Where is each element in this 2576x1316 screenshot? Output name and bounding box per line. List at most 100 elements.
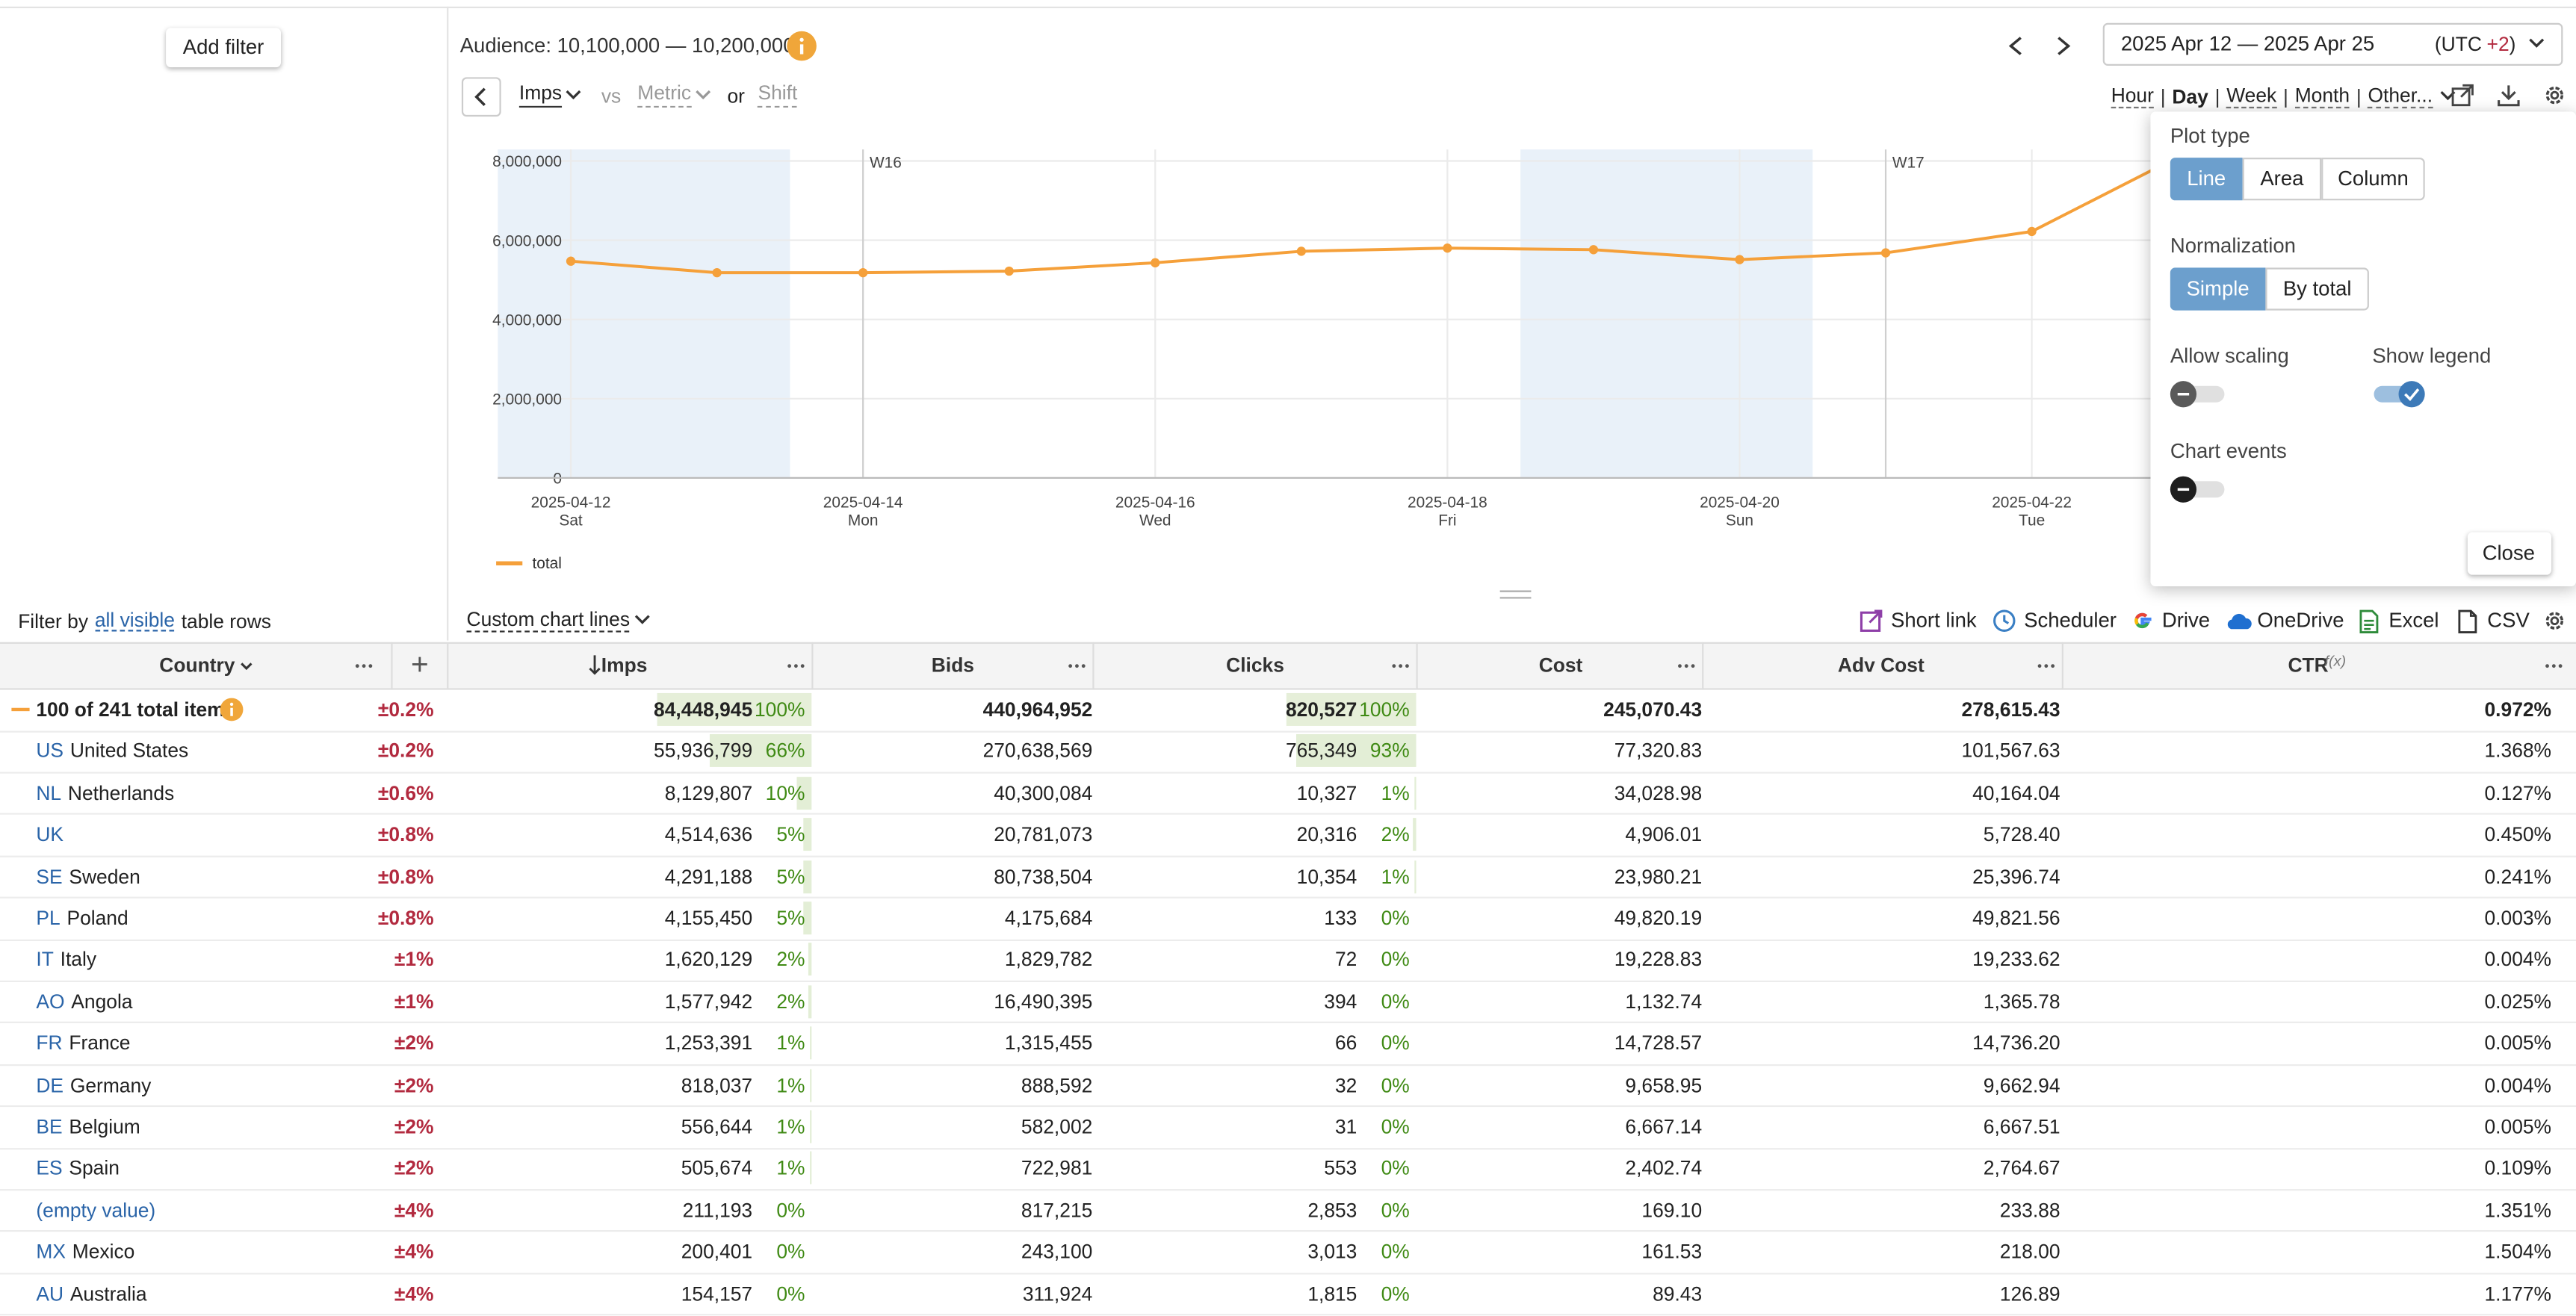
segment-button[interactable]: Simple [2170,267,2266,311]
column-header[interactable]: Adv Cost [1837,654,1925,677]
toolbar-action[interactable]: OneDrive [2257,609,2344,633]
clicks-share: 0% [1381,1156,1410,1180]
column-menu[interactable] [1677,663,1695,668]
toolbar-icon[interactable] [2226,609,2252,634]
country-code[interactable]: BE [36,1115,63,1138]
country-code[interactable]: UK [36,823,64,846]
imps-cell: 4,155,450 [664,906,753,930]
country-name[interactable]: (empty value) [36,1198,156,1222]
country-code[interactable]: ES [36,1156,63,1180]
granularity-option[interactable]: Other... [2368,85,2433,109]
row-divider [0,1230,2576,1232]
country-code[interactable]: MX [36,1240,66,1264]
column-menu[interactable] [2037,663,2055,668]
granularity-option[interactable]: Week [2226,85,2277,109]
chart-settings[interactable] [2543,84,2566,107]
toolbar-icon[interactable] [1860,609,1884,634]
granularity-option[interactable]: Day [2172,85,2208,109]
close-button[interactable]: Close [2467,532,2552,575]
column-header[interactable]: Bids [931,654,975,677]
open-external[interactable] [2451,84,2474,107]
column-menu[interactable] [1068,663,1086,668]
bids-cell: 20,781,073 [994,823,1093,846]
prev-period[interactable] [2006,34,2025,58]
country-code[interactable]: DE [36,1073,64,1097]
compare-chevron[interactable] [694,89,710,102]
column-header[interactable]: Country [159,654,235,677]
segment-button[interactable]: Area [2242,158,2322,201]
cost-cell: 89.43 [1653,1282,1703,1306]
cost-cell: 2,402.74 [1625,1156,1703,1180]
clicks-share: 93% [1369,739,1410,763]
toolbar-action[interactable]: Scheduler [2024,609,2117,633]
toolbar-icon[interactable] [2131,609,2155,634]
add-filter-button[interactable] [166,28,282,68]
clicks-cell: 72 [1334,948,1357,972]
toolbar-action[interactable]: Excel [2388,609,2439,633]
share-bar [810,1152,812,1185]
country-code[interactable]: IT [36,948,54,972]
segment-button[interactable]: Line [2170,158,2243,201]
back-button[interactable] [461,77,501,117]
column-header[interactable]: Cost [1538,654,1583,677]
column-menu[interactable] [2545,663,2563,668]
country-code[interactable]: PL [36,906,61,930]
shift-metric[interactable]: Shift [758,83,798,108]
share-bar [803,860,812,893]
segment-button[interactable]: Column [2321,158,2425,201]
primary-chevron[interactable] [565,89,581,102]
toggle[interactable] [2170,381,2226,408]
granularity-option[interactable]: Hour [2111,85,2154,109]
ctr-cell: 0.127% [2484,781,2552,805]
toolbar-action[interactable]: Short link [1891,609,1977,633]
date-chevron[interactable] [2528,38,2545,52]
toolbar-icon[interactable] [1993,609,2017,634]
granularity-option[interactable]: Month [2294,85,2350,109]
column-menu[interactable] [355,663,373,668]
data-point [1151,258,1160,267]
country-code[interactable]: FR [36,1031,63,1055]
ctr-cell: 1.504% [2484,1240,2552,1264]
column-header[interactable]: Imps [601,654,648,677]
error-margin: ±0.8% [377,823,434,846]
custom-lines-link[interactable]: Custom chart lines [466,609,631,633]
share-bar [1295,734,1417,768]
column-menu[interactable] [1392,663,1410,668]
toggle[interactable] [2170,476,2226,503]
resize-handle[interactable] [1499,589,1533,599]
country-code[interactable]: NL [36,781,62,805]
share-bar [810,1110,812,1143]
segment-button[interactable]: By total [2265,267,2369,311]
info-icon [787,31,817,61]
ctr-cell: 1.351% [2484,1198,2552,1222]
row-divider [0,1064,2576,1066]
date-picker[interactable] [2102,22,2563,66]
toolbar-action[interactable]: Drive [2161,609,2211,633]
table-settings[interactable] [2543,609,2566,633]
cost-cell: 1,132.74 [1625,990,1703,1014]
primary-metric[interactable]: Imps [518,83,563,108]
toggle[interactable] [2372,381,2428,408]
separator: | [2283,85,2288,109]
error-margin: ±0.8% [377,906,434,930]
toolbar-icon[interactable] [2358,609,2383,634]
column-menu[interactable] [787,663,805,668]
column-header[interactable]: CTR [2288,654,2329,677]
filter-link[interactable]: all visible [94,608,175,632]
compare-metric[interactable]: Metric [637,83,692,108]
custom-chevron[interactable] [635,614,651,627]
country-code[interactable]: AO [36,990,65,1014]
clicks-cell: 394 [1324,990,1357,1014]
imps-cell: 1,577,942 [664,990,753,1014]
imps-share: 1% [776,1156,805,1180]
country-code[interactable]: US [36,739,64,763]
imps-cell: 84,448,945 [654,698,753,721]
toolbar-icon[interactable] [2456,609,2480,634]
next-period[interactable] [2054,34,2073,58]
column-header[interactable]: Clicks [1226,654,1284,677]
add-column[interactable] [411,655,429,673]
download[interactable] [2497,84,2520,107]
toolbar-action[interactable]: CSV [2487,609,2530,633]
country-code[interactable]: SE [36,864,63,888]
country-code[interactable]: AU [36,1282,64,1306]
